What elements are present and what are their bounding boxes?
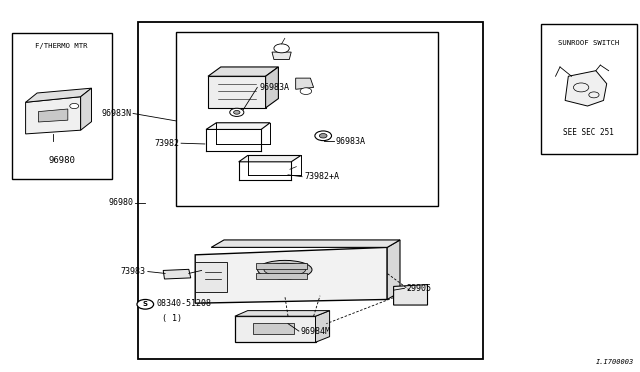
Bar (176, 32, 438, 206)
Polygon shape (565, 71, 607, 106)
Circle shape (319, 134, 327, 138)
Polygon shape (38, 109, 68, 122)
Text: ( 1): ( 1) (162, 314, 182, 323)
Polygon shape (195, 262, 227, 292)
Polygon shape (256, 273, 307, 279)
Text: F/THERMO MTR: F/THERMO MTR (35, 43, 88, 49)
Polygon shape (266, 67, 278, 108)
Polygon shape (296, 78, 314, 89)
Polygon shape (206, 123, 270, 129)
Bar (138, 22, 483, 359)
Polygon shape (26, 88, 92, 102)
Polygon shape (81, 88, 92, 130)
Text: 29905: 29905 (406, 284, 431, 293)
Polygon shape (394, 285, 428, 305)
Polygon shape (253, 323, 294, 334)
Polygon shape (256, 263, 307, 269)
Circle shape (234, 110, 240, 114)
Text: 08340-51208: 08340-51208 (157, 299, 212, 308)
Circle shape (230, 108, 244, 116)
Polygon shape (239, 155, 301, 162)
Text: SEE SEC 251: SEE SEC 251 (563, 128, 614, 137)
Text: 96980: 96980 (108, 198, 133, 207)
Circle shape (300, 88, 312, 94)
Text: S: S (143, 301, 148, 307)
Text: 96980: 96980 (48, 156, 75, 165)
Polygon shape (316, 311, 330, 342)
Polygon shape (235, 316, 316, 342)
Circle shape (315, 131, 332, 141)
Text: I.I700003: I.I700003 (595, 359, 634, 365)
Polygon shape (208, 76, 266, 108)
Text: SUNROOF SWITCH: SUNROOF SWITCH (558, 40, 620, 46)
Polygon shape (26, 97, 81, 134)
Ellipse shape (264, 263, 306, 276)
Ellipse shape (258, 260, 312, 279)
Text: 73982: 73982 (154, 139, 179, 148)
Bar (12, 33, 112, 179)
Text: 96983N: 96983N (101, 109, 131, 118)
Text: 96983A: 96983A (259, 83, 289, 92)
Polygon shape (211, 240, 400, 247)
Circle shape (70, 103, 79, 109)
Bar (541, 24, 637, 154)
Text: 73983: 73983 (121, 267, 146, 276)
Polygon shape (163, 269, 191, 279)
Polygon shape (272, 52, 291, 60)
Polygon shape (208, 67, 278, 76)
Polygon shape (235, 311, 330, 316)
Text: 96983A: 96983A (336, 137, 366, 146)
Polygon shape (387, 240, 400, 299)
Circle shape (274, 44, 289, 53)
Text: 73982+A: 73982+A (304, 172, 339, 181)
Text: 96984M: 96984M (301, 327, 331, 336)
Polygon shape (195, 247, 387, 303)
Circle shape (137, 299, 154, 309)
